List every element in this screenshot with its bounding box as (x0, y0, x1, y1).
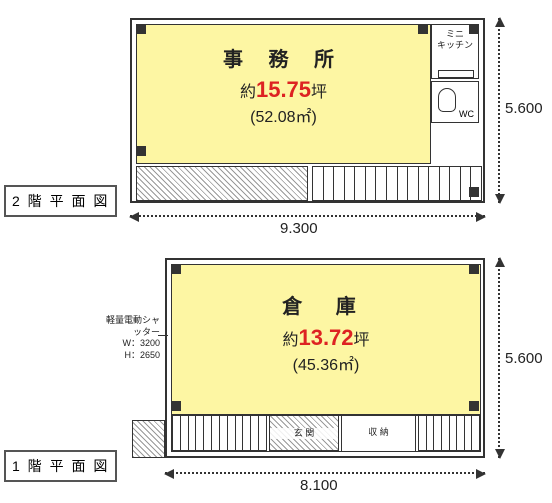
floor-1-area-line1: 約13.72坪 (172, 325, 480, 351)
floor-1-storage-label: 収 納 (342, 427, 415, 438)
floor-1-bottom-strip: 玄 関 収 納 (171, 414, 481, 452)
floor-1-height-dim-line (498, 258, 500, 458)
floor-1-area-m2: (45.36㎡) (172, 351, 480, 375)
floor-2-wc-label: WC (459, 109, 474, 119)
floor-2-height-dim: 5.600 (505, 100, 543, 117)
floor-2-area-m2: (52.08㎡) (137, 103, 430, 127)
shutter-arrow (158, 335, 168, 336)
floor-1-stairs-right (418, 415, 480, 451)
floor-2-wc: WC (431, 81, 479, 123)
floor-2-office-room: 事 務 所 約15.75坪 (52.08㎡) (136, 24, 431, 164)
floor-2-stairs (312, 166, 482, 201)
floor-2-height-dim-line (498, 18, 500, 203)
floor-2-area-line1: 約15.75坪 (137, 77, 430, 103)
floor-1-plan: 倉 庫 約13.72坪 (45.36㎡) 玄 関 収 納 (165, 258, 485, 458)
floor-1-room-name: 倉 庫 (172, 290, 480, 319)
floor-1-warehouse-room: 倉 庫 約13.72坪 (45.36㎡) (171, 264, 481, 416)
floor-1-stairs (172, 415, 267, 451)
floor-1-height-dim: 5.600 (505, 350, 543, 367)
floor-1-genkan: 玄 関 (269, 415, 339, 451)
floor-2-label-text: 2 階 平 面 図 (12, 193, 109, 209)
floor-1-storage: 収 納 (341, 415, 416, 451)
floor-2-plan: 事 務 所 約15.75坪 (52.08㎡) ミニ キッチン WC (130, 18, 485, 203)
floor-2-section: 2 階 平 面 図 事 務 所 約15.75坪 (52.08㎡) ミニ キッチン… (0, 0, 552, 240)
floor-1-width-dim: 8.100 (300, 477, 338, 494)
floor-1-section: 1 階 平 面 図 軽量電動シャッター W：3200 H：2650 倉 庫 約1… (0, 250, 552, 500)
floor-1-label: 1 階 平 面 図 (4, 450, 117, 482)
floor-1-shutter-opening (132, 420, 165, 458)
floor-2-balcony (136, 166, 308, 201)
floor-1-genkan-label: 玄 関 (270, 428, 338, 439)
floor-1-shutter-note: 軽量電動シャッター W：3200 H：2650 (100, 315, 160, 362)
floor-2-label: 2 階 平 面 図 (4, 185, 117, 217)
floor-2-width-dim-line (130, 215, 485, 217)
floor-2-room-name: 事 務 所 (137, 43, 430, 72)
floor-1-width-dim-line (165, 472, 485, 474)
floor-1-label-text: 1 階 平 面 図 (12, 458, 109, 474)
floor-2-width-dim: 9.300 (280, 220, 318, 237)
